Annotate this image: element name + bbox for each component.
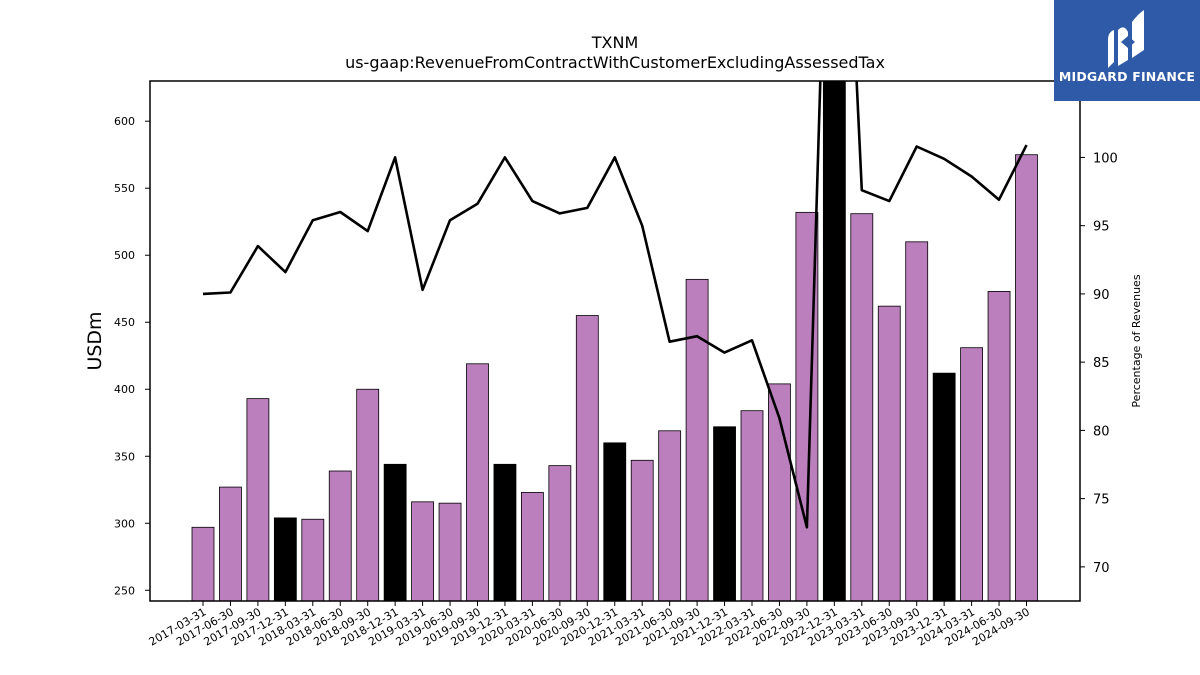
y2-tick-label: 80 (1093, 424, 1110, 439)
y2-tick-label: 90 (1093, 288, 1110, 303)
chart-subtitle: us-gaap:RevenueFromContractWithCustomerE… (345, 53, 885, 72)
bar-2023-12-31 (932, 372, 956, 601)
bar-2018-12-31 (383, 463, 407, 601)
bar-2019-06-30 (438, 502, 462, 601)
bar-2022-03-31 (740, 410, 764, 601)
y2-axis-label: Percentage of Revenues (1130, 274, 1143, 407)
y-tick-label: 450 (114, 316, 135, 329)
y2-tick-label: 75 (1093, 493, 1110, 508)
y2-tick-label: 100 (1093, 151, 1118, 166)
bar-2017-09-30 (246, 398, 270, 601)
bar-2017-03-31 (191, 526, 215, 601)
y-tick-label: 250 (114, 584, 135, 597)
bar-2018-03-31 (301, 518, 325, 601)
bar-2021-06-30 (658, 430, 682, 601)
bar-2023-06-30 (877, 305, 901, 601)
y-tick-label: 500 (114, 249, 135, 262)
y-tick-label: 300 (114, 517, 135, 530)
bar-2024-03-31 (960, 347, 983, 601)
logo-text: MIDGARD FINANCE (1058, 69, 1196, 84)
bar-2020-12-31 (603, 442, 627, 601)
bar-2021-09-30 (685, 278, 709, 601)
bar-2021-12-31 (713, 426, 736, 601)
y-tick-label: 350 (114, 450, 135, 463)
bar-2019-03-31 (411, 501, 435, 601)
y-tick-label: 400 (114, 383, 135, 396)
bar-2017-06-30 (219, 486, 242, 601)
y-axis-label: USDm (84, 311, 106, 370)
bar-2023-03-31 (850, 213, 874, 601)
midgard-logo-icon (1108, 10, 1144, 68)
y2-tick-label: 85 (1093, 356, 1110, 371)
y-tick-label: 550 (114, 182, 135, 195)
bar-2018-09-30 (356, 388, 380, 601)
bar-2020-03-31 (521, 492, 544, 601)
bar-2021-03-31 (630, 459, 654, 601)
bar-2023-09-30 (905, 241, 929, 601)
y2-tick-label: 95 (1093, 220, 1110, 235)
bar-2022-12-31 (822, 81, 846, 601)
bar-2019-09-30 (466, 363, 489, 601)
bar-2017-12-31 (273, 517, 297, 601)
y2-tick-label: 70 (1093, 561, 1110, 576)
bar-2018-06-30 (328, 470, 352, 601)
bar-2020-06-30 (548, 465, 572, 601)
percentage-line (202, 81, 1028, 529)
y-tick-label: 600 (114, 115, 135, 128)
bar-2019-12-31 (493, 463, 517, 601)
bar-2020-09-30 (575, 315, 599, 601)
bar-2024-06-30 (987, 291, 1011, 601)
bar-2024-09-30 (1015, 154, 1038, 601)
chart-title: TXNM (591, 33, 639, 52)
midgard-finance-logo: MIDGARD FINANCE (1054, 0, 1200, 101)
